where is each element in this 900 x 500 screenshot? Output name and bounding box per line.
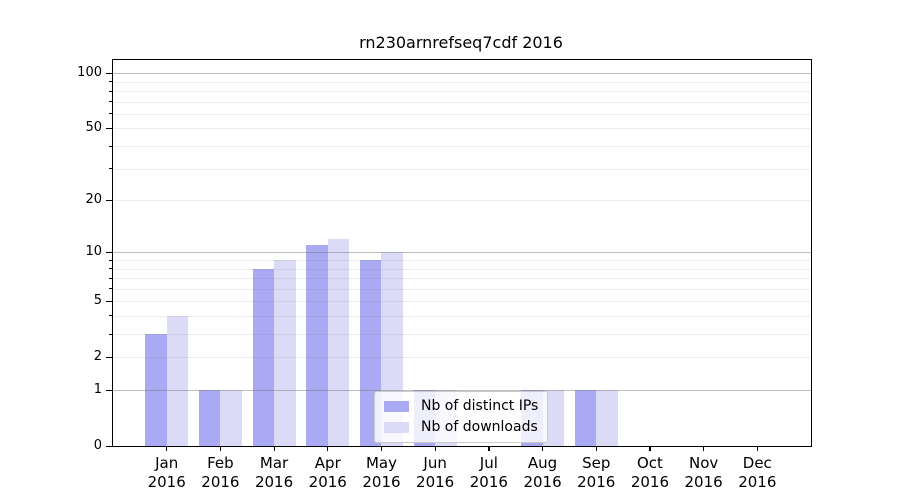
bar-downloads [274, 260, 296, 446]
bar-downloads [327, 238, 350, 446]
legend: Nb of distinct IPs Nb of downloads [374, 391, 549, 443]
x-tick-label: Dec 2016 [738, 454, 777, 491]
y-tick-label: 1 [93, 382, 102, 397]
y-tick-mark [106, 251, 112, 253]
y-minor-tick-mark [109, 90, 113, 92]
x-tick-label: May 2016 [362, 454, 401, 491]
bar-downloads [166, 316, 189, 446]
x-tick-mark [380, 446, 383, 451]
legend-item: Nb of downloads [384, 420, 538, 435]
legend-item: Nb of distinct IPs [384, 399, 538, 414]
y-minor-tick-mark [109, 288, 113, 290]
x-tick-label: Feb 2016 [201, 454, 240, 491]
y-tick-mark [106, 445, 112, 447]
y-tick-mark [106, 127, 112, 130]
bar-distinct-ips [252, 268, 275, 446]
y-tick-label: 5 [93, 293, 102, 309]
y-tick-mark [106, 300, 112, 302]
bar-distinct-ips [198, 390, 221, 446]
y-minor-tick-mark [109, 101, 113, 103]
y-minor-tick-mark [109, 277, 113, 279]
x-tick-label: Mar 2016 [254, 454, 294, 491]
x-tick-label: Oct 2016 [630, 454, 670, 491]
y-minor-tick-mark [109, 113, 113, 115]
y-tick-mark [106, 199, 112, 201]
y-minor-tick-mark [109, 259, 113, 261]
legend-label: Nb of distinct IPs [421, 398, 539, 414]
bar-downloads [220, 390, 242, 446]
x-tick-mark [219, 446, 222, 451]
y-tick-label: 10 [85, 244, 102, 260]
y-tick-mark [106, 389, 112, 391]
legend-swatch [384, 401, 409, 412]
x-tick-mark [273, 446, 275, 451]
y-tick-label: 50 [85, 120, 102, 136]
y-tick-label: 0 [93, 438, 102, 453]
y-minor-tick-mark [109, 315, 113, 317]
bars-layer [113, 60, 811, 446]
y-minor-tick-mark [109, 333, 113, 335]
x-tick-mark [488, 446, 490, 451]
chart-title: rn230arnrefseq7cdf 2016 [359, 33, 563, 52]
y-minor-tick-mark [109, 81, 113, 83]
x-tick-mark [166, 446, 168, 451]
x-tick-mark [434, 446, 436, 451]
x-tick-label: Sep 2016 [577, 454, 616, 491]
x-tick-mark [756, 446, 758, 451]
x-tick-label: Aug 2016 [523, 454, 562, 491]
x-tick-label: Apr 2016 [308, 454, 347, 491]
x-tick-label: Nov 2016 [684, 454, 723, 491]
x-tick-mark [649, 446, 651, 451]
bar-distinct-ips [145, 334, 167, 446]
bar-downloads [596, 390, 618, 446]
y-minor-tick-mark [109, 168, 113, 170]
x-tick-label: Jun 2016 [416, 454, 455, 491]
x-tick-mark [542, 446, 544, 451]
y-tick-label: 100 [77, 65, 102, 81]
y-tick-mark [106, 356, 112, 358]
y-tick-label: 2 [93, 349, 102, 365]
x-tick-label: Jul 2016 [469, 454, 508, 491]
x-tick-label: Jan 2016 [147, 454, 186, 491]
legend-label: Nb of downloads [421, 419, 538, 435]
y-tick-label: 20 [85, 192, 102, 208]
legend-swatch [384, 422, 409, 433]
bar-distinct-ips [574, 390, 597, 446]
y-minor-tick-mark [109, 145, 113, 147]
y-minor-tick-mark [109, 268, 113, 269]
plot-area: 0 1 2 5 10 20 50 100 Jan 2016 Feb 2016 Mar 2016 Apr… [77, 59, 812, 491]
x-tick-mark [327, 446, 329, 451]
y-tick-mark [106, 72, 112, 74]
bar-distinct-ips [306, 245, 328, 446]
x-tick-mark [703, 446, 705, 451]
x-tick-mark [595, 446, 597, 451]
